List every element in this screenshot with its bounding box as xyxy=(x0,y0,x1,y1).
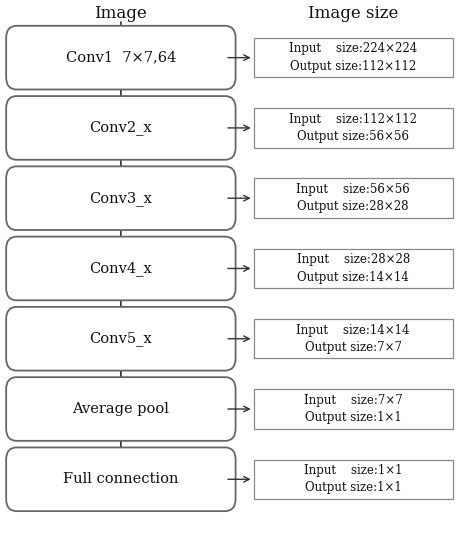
FancyBboxPatch shape xyxy=(6,96,236,160)
FancyBboxPatch shape xyxy=(254,249,453,288)
Text: Input    size:28×28: Input size:28×28 xyxy=(297,253,410,266)
Text: Output size:1×1: Output size:1×1 xyxy=(305,411,401,424)
Text: Output size:28×28: Output size:28×28 xyxy=(297,200,409,214)
FancyBboxPatch shape xyxy=(6,307,236,371)
FancyBboxPatch shape xyxy=(6,166,236,230)
Text: Conv3_x: Conv3_x xyxy=(90,191,152,206)
Text: Input    size:56×56: Input size:56×56 xyxy=(296,183,410,196)
FancyBboxPatch shape xyxy=(6,377,236,441)
Text: Image size: Image size xyxy=(308,5,398,22)
FancyBboxPatch shape xyxy=(6,26,236,89)
FancyBboxPatch shape xyxy=(6,237,236,300)
FancyBboxPatch shape xyxy=(254,38,453,77)
FancyBboxPatch shape xyxy=(254,460,453,499)
FancyBboxPatch shape xyxy=(254,178,453,218)
Text: Input    size:224×224: Input size:224×224 xyxy=(289,42,417,55)
Text: Input    size:112×112: Input size:112×112 xyxy=(289,113,417,126)
Text: Conv1  7×7,64: Conv1 7×7,64 xyxy=(66,51,176,65)
Text: Input    size:1×1: Input size:1×1 xyxy=(304,464,402,477)
FancyBboxPatch shape xyxy=(6,447,236,511)
Text: Output size:112×112: Output size:112×112 xyxy=(290,60,416,73)
Text: Conv2_x: Conv2_x xyxy=(90,120,152,136)
FancyBboxPatch shape xyxy=(254,108,453,148)
Text: Output size:14×14: Output size:14×14 xyxy=(297,271,409,284)
FancyBboxPatch shape xyxy=(254,319,453,358)
Text: Image: Image xyxy=(94,5,147,22)
Text: Conv5_x: Conv5_x xyxy=(90,331,152,346)
Text: Conv4_x: Conv4_x xyxy=(90,261,152,276)
Text: Input    size:7×7: Input size:7×7 xyxy=(304,394,402,407)
Text: Output size:7×7: Output size:7×7 xyxy=(305,341,401,354)
Text: Input    size:14×14: Input size:14×14 xyxy=(296,323,410,337)
Text: Output size:56×56: Output size:56×56 xyxy=(297,130,409,143)
Text: Output size:1×1: Output size:1×1 xyxy=(305,481,401,495)
Text: Full connection: Full connection xyxy=(63,472,179,486)
FancyBboxPatch shape xyxy=(254,389,453,429)
Text: Average pool: Average pool xyxy=(73,402,169,416)
